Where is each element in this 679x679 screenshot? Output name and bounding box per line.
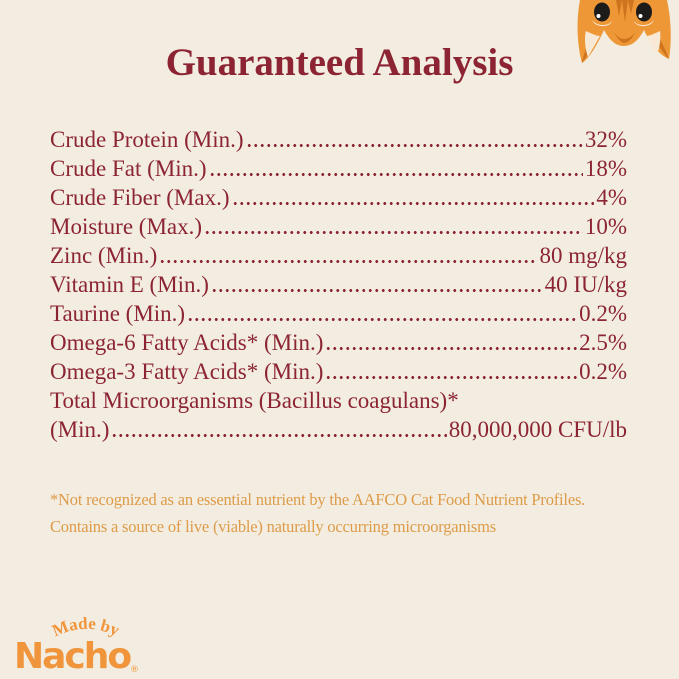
nutrient-value: 40 IU/kg <box>544 272 627 297</box>
dotted-leader <box>111 432 447 439</box>
nutrient-value: 4% <box>596 185 627 210</box>
page-title: Guaranteed Analysis <box>165 41 514 84</box>
analysis-row: Omega-6 Fatty Acids* (Min.) 2.5% <box>50 327 627 356</box>
analysis-row: Omega-3 Fatty Acids* (Min.) 0.2% <box>50 356 627 385</box>
dotted-leader <box>204 229 583 236</box>
analysis-row: Crude Fat (Min.) 18% <box>50 153 627 182</box>
nutrient-value: 80,000,000 CFU/lb <box>448 417 627 442</box>
dotted-leader <box>325 374 578 381</box>
nutrient-label: Total Microorganisms (Bacillus coagulans… <box>50 388 459 413</box>
nutrient-value: 0.2% <box>579 301 627 326</box>
nutrient-value: 10% <box>584 214 627 239</box>
cat-face-icon <box>577 0 671 63</box>
analysis-row: Moisture (Max.) 10% <box>50 211 627 240</box>
footnote-line-2: Contains a source of live (viable) natur… <box>50 517 496 536</box>
analysis-row: Crude Protein (Min.) 32% <box>50 124 627 153</box>
nutrient-label: Crude Fiber (Max.) <box>50 185 230 210</box>
nutrient-value: 80 mg/kg <box>539 243 627 268</box>
footnote-line-1: *Not recognized as an essential nutrient… <box>50 490 586 509</box>
logo-brand-text: Nacho <box>14 636 131 674</box>
dotted-leader <box>245 142 583 149</box>
analysis-row: Total Microorganisms (Bacillus coagulans… <box>50 385 627 414</box>
nutrient-label: Taurine (Min.) <box>50 301 186 326</box>
nutrient-label: Vitamin E (Min.) <box>50 272 209 297</box>
nutrient-value: 32% <box>584 127 627 152</box>
analysis-row: Crude Fiber (Max.) 4% <box>50 182 627 211</box>
nutrient-label: Omega-6 Fatty Acids* (Min.) <box>50 330 324 355</box>
dotted-leader <box>210 287 543 294</box>
dotted-leader <box>208 171 583 178</box>
nutrient-label: Zinc (Min.) <box>50 243 158 268</box>
analysis-row: Taurine (Min.) 0.2% <box>50 298 627 327</box>
nutrient-value: 18% <box>584 156 627 181</box>
nutrient-value: 2.5% <box>579 330 627 355</box>
analysis-row: Zinc (Min.) 80 mg/kg <box>50 240 627 269</box>
analysis-row: (Min.) 80,000,000 CFU/lb <box>50 414 627 443</box>
analysis-row: Vitamin E (Min.) 40 IU/kg <box>50 269 627 298</box>
dotted-leader <box>231 200 595 207</box>
nutrient-label: Omega-3 Fatty Acids* (Min.) <box>50 359 324 384</box>
analysis-list: Crude Protein (Min.) 32% Crude Fat (Min.… <box>50 124 627 443</box>
logo-registered-mark: ® <box>130 665 139 674</box>
nutrient-label: Crude Fat (Min.) <box>50 156 207 181</box>
nutrient-label: (Min.) <box>50 417 110 442</box>
dotted-leader <box>325 345 578 352</box>
footnote: *Not recognized as an essential nutrient… <box>50 486 649 540</box>
dotted-leader <box>187 316 578 323</box>
nutrient-value: 0.2% <box>579 359 627 384</box>
dotted-leader <box>159 258 538 265</box>
nutrient-label: Crude Protein (Min.) <box>50 127 244 152</box>
nutrient-label: Moisture (Max.) <box>50 214 203 239</box>
made-by-nacho-logo: Made by Nacho ® <box>14 614 139 674</box>
